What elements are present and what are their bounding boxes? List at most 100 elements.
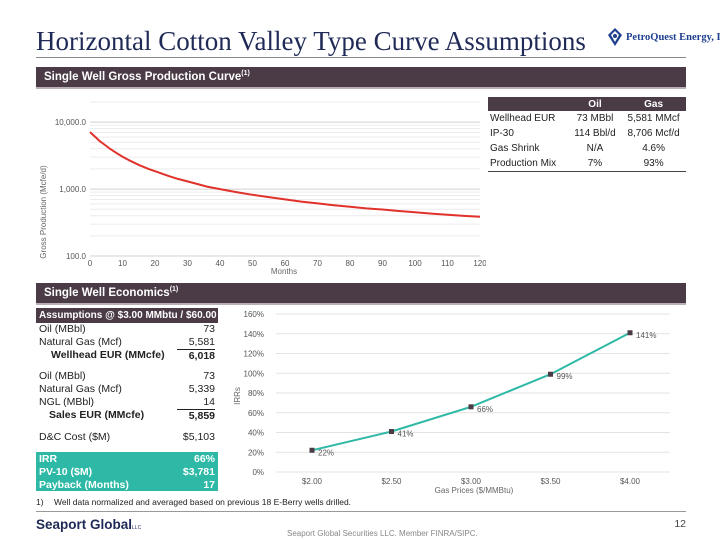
footnote-mark: (1)	[241, 70, 250, 78]
x-tick-label: 50	[248, 259, 257, 268]
y-tick-label: 0%	[252, 468, 264, 477]
section-title-production: Single Well Gross Production Curve	[44, 71, 242, 83]
production-tick-labels: 100.0 1,000.0 10,000.0 0 10 20 30 40 50 60 70 80 90 1…	[55, 118, 486, 268]
irr-tick-labels: 0% 20% 40% 60% 80% 100% 120% 140% 160% $2.00 $2.50…	[244, 310, 641, 486]
table-row: Production Mix 7% 93%	[488, 156, 686, 172]
y-tick-label: 140%	[244, 330, 264, 339]
x-tick-label: $2.50	[381, 477, 402, 486]
page-title: Horizontal Cotton Valley Type Curve Assu…	[36, 26, 586, 56]
econ-label: PV-10 ($M)	[39, 466, 93, 478]
irr-data-label: 66%	[477, 405, 493, 414]
irr-y-axis-label: IRRs	[233, 387, 242, 405]
x-tick-label: $3.00	[461, 477, 482, 486]
footnote: 1) Well data normalized and averaged base…	[36, 497, 351, 507]
company-logo: PetroQuest Energy, Inc.	[606, 26, 720, 48]
economics-header: Assumptions @ $3.00 MMbtu / $60.00 Bbl	[36, 308, 235, 323]
list-item: Oil (MBbl) 73	[36, 323, 218, 336]
production-series-line	[89, 131, 481, 218]
eur-table-header: Oil Gas	[488, 97, 686, 111]
eur-oil-value: 114 Bbl/d	[574, 128, 616, 139]
eur-oil-value: N/A	[586, 143, 604, 154]
econ-value: 73	[203, 370, 215, 382]
eur-row-label: IP-30	[490, 128, 514, 139]
econ-value: 5,581	[188, 336, 215, 348]
eur-oil-value: 7%	[568, 156, 622, 172]
seaport-logo: Seaport GlobalLLC	[36, 517, 141, 532]
x-tick-label: 80	[346, 259, 355, 268]
y-tick-label: 10,000.0	[55, 118, 87, 127]
x-tick-label: 100	[408, 259, 422, 268]
econ-value: 17	[203, 479, 215, 491]
y-tick-label: 60%	[248, 409, 264, 418]
eur-gas-value: 5,581 MMcf	[627, 113, 680, 124]
wellhead-eur-row: Wellhead EUR (MMcfe) 6,018	[36, 349, 218, 362]
econ-value: 66%	[193, 453, 215, 465]
y-tick-label: 40%	[248, 429, 264, 438]
x-tick-label: $3.50	[540, 477, 561, 486]
section-bar-economics: Single Well Economics(1)	[36, 283, 686, 305]
eur-gas-value: 4.6%	[642, 143, 665, 154]
eur-row-label: Gas Shrink	[490, 143, 540, 154]
x-tick-label: 120	[473, 259, 486, 268]
econ-value: 73	[203, 323, 215, 335]
eur-row-label: Wellhead EUR	[490, 113, 556, 124]
irr-data-label: 99%	[557, 372, 573, 381]
section-bar-production: Single Well Gross Production Curve(1)	[36, 67, 686, 89]
production-curve-chart: 100.0 1,000.0 10,000.0 0 10 20 30 40 50 60 70 80 90 1…	[39, 101, 486, 276]
title-divider	[36, 57, 686, 58]
irr-point	[468, 404, 474, 410]
eur-row-label: Production Mix	[488, 156, 569, 172]
y-tick-label: 160%	[244, 310, 264, 319]
footnote-text: Well data normalized and averaged based …	[54, 497, 352, 507]
table-row: IP-30 114 Bbl/d 8,706 Mcf/d	[488, 126, 686, 141]
footnote-mark: (1)	[169, 286, 179, 294]
eur-table: Oil Gas Wellhead EUR 73 MBbl 5,581 MMcf …	[488, 97, 686, 172]
production-x-axis-label: Months	[271, 267, 297, 276]
list-item: Natural Gas (Mcf) 5,339	[36, 383, 218, 396]
econ-label: Natural Gas (Mcf)	[39, 336, 122, 348]
payback-row: Payback (Months) 17	[36, 478, 218, 491]
irr-x-axis-label: Gas Prices ($/MMBtu)	[435, 486, 514, 495]
econ-label: NGL (MBbl)	[39, 396, 95, 408]
irr-point	[627, 330, 633, 336]
sales-eur-row: Sales EUR (MMcfe) 5,859	[36, 409, 218, 422]
list-item: Natural Gas (Mcf) 5,581	[36, 336, 218, 349]
production-gridlines	[90, 101, 480, 257]
econ-label: Wellhead EUR (MMcfe)	[51, 349, 165, 361]
econ-label: Natural Gas (Mcf)	[39, 383, 122, 395]
eur-header-gas: Gas	[621, 97, 686, 111]
econ-value: 5,339	[188, 383, 215, 395]
econ-label: Oil (MBbl)	[39, 370, 86, 382]
disclaimer: Seaport Global Securities LLC. Member FI…	[287, 529, 478, 538]
y-tick-label: 20%	[248, 448, 264, 457]
section-title-economics: Single Well Economics	[44, 287, 170, 299]
eur-header-oil: Oil	[568, 97, 622, 111]
table-row: Gas Shrink N/A 4.6%	[488, 141, 686, 156]
econ-value: $3,781	[182, 466, 215, 478]
table-row: Wellhead EUR 73 MBbl 5,581 MMcf	[488, 111, 686, 126]
production-y-axis-label: Gross Production (Mcfe/d)	[39, 165, 48, 259]
econ-label: Sales EUR (MMcfe)	[49, 409, 145, 421]
irr-sensitivity-chart: 0% 20% 40% 60% 80% 100% 120% 140% 160% $2.00 $2.50…	[233, 310, 670, 495]
seaport-brand: Seaport Global	[36, 517, 133, 532]
irr-row: IRR 66%	[36, 452, 218, 465]
list-item: NGL (MBbl) 14	[36, 396, 218, 409]
capex-row: D&C Cost ($M) $5,103	[36, 431, 218, 444]
econ-value: 5,859	[177, 409, 215, 422]
econ-value: $5,103	[182, 431, 215, 443]
y-tick-label: 120%	[244, 350, 264, 359]
y-tick-label: 100.0	[66, 252, 87, 261]
irr-data-label: 141%	[636, 331, 656, 340]
footer-divider	[36, 511, 686, 512]
irr-data-label: 41%	[398, 430, 414, 439]
eur-gas-value: 93%	[621, 156, 686, 172]
y-tick-label: 1,000.0	[59, 185, 86, 194]
irr-points: 22% 41% 66% 99% 141%	[309, 330, 656, 457]
pv10-row: PV-10 ($M) $3,781	[36, 465, 218, 478]
y-tick-label: 100%	[244, 369, 264, 378]
eur-header-blank	[488, 97, 569, 111]
eur-oil-value: 73 MBbl	[576, 113, 614, 124]
econ-label: D&C Cost ($M)	[39, 431, 111, 443]
x-tick-label: 90	[378, 259, 387, 268]
econ-value: 14	[203, 396, 215, 408]
